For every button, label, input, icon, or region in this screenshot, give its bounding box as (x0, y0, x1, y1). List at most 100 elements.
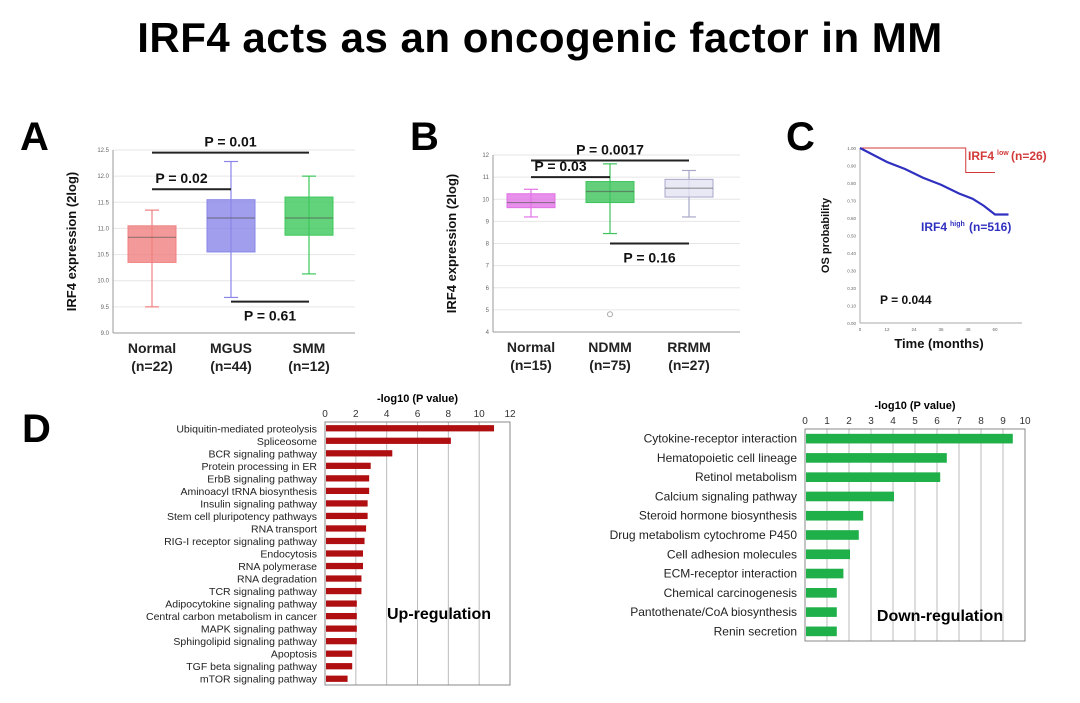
sample-size-label: (n=15) (510, 357, 552, 373)
pathway-label: Sphingolipid signaling pathway (173, 636, 317, 648)
sample-size-label: (n=27) (668, 357, 710, 373)
regulation-label: Up-regulation (387, 606, 491, 623)
pathway-label: Calcium signaling pathway (655, 489, 797, 503)
y-tick-label: 6 (486, 286, 490, 292)
x-axis-label: Time (months) (894, 336, 983, 351)
sample-size-label: (n=75) (589, 357, 631, 373)
outlier-point (607, 311, 613, 318)
plot-frame (804, 428, 1026, 642)
panel-label-a: A (20, 115, 49, 159)
x-axis-label: -log10 (P value) (377, 393, 458, 405)
panel-label-b: B (410, 115, 439, 159)
pathway-label: Cell adhesion molecules (667, 547, 797, 561)
bar (806, 491, 894, 502)
legend-superscript: low (997, 150, 1009, 157)
x-tick-label: 0 (802, 416, 808, 427)
pathway-label: Renin secretion (714, 624, 797, 638)
category-label: NDMM (588, 339, 632, 355)
pathway-label: Ubiquitin-mediated proteolysis (176, 423, 317, 435)
x-tick-label: 10 (1019, 416, 1031, 427)
category-label: SMM (293, 340, 326, 356)
pathway-label: RNA polymerase (238, 561, 317, 573)
x-tick-label: 2 (846, 416, 852, 427)
y-tick-label: 8 (486, 242, 490, 248)
y-tick-label: 9.0 (101, 331, 110, 337)
pathway-label: Pantothenate/CoA biosynthesis (630, 605, 797, 619)
pathway-label: mTOR signaling pathway (200, 674, 318, 686)
bar (326, 512, 368, 520)
bar (326, 587, 362, 595)
x-tick-label: 4 (890, 416, 896, 427)
y-tick-label: 11.0 (98, 226, 110, 232)
bar (326, 537, 365, 545)
box-smm (284, 196, 334, 236)
x-tick-label: 1 (824, 416, 830, 427)
x-tick-label: 8 (446, 409, 452, 420)
y-tick-label: 0.50 (847, 234, 856, 239)
y-tick-label: 0.10 (847, 304, 856, 309)
legend-n: (n=26) (1011, 149, 1047, 163)
y-tick-label: 0.70 (847, 199, 856, 204)
bar (326, 650, 353, 657)
y-tick-label: 12.5 (97, 148, 109, 154)
pathway-label: Spliceosome (257, 436, 317, 448)
pathway-label: ErbB signaling pathway (207, 473, 317, 485)
pathway-label: Chemical carcinogenesis (664, 586, 797, 600)
p-value-label: P = 0.01 (204, 134, 257, 150)
y-tick-label: 0.40 (847, 251, 856, 256)
pathway-label: MAPK signaling pathway (201, 624, 318, 636)
pathway-label: Aminoacyl tRNA biosynthesis (180, 486, 317, 498)
bar (806, 607, 837, 617)
x-tick-label: 3 (868, 416, 874, 427)
pathway-label: Central carbon metabolism in cancer (146, 611, 317, 623)
y-tick-label: 5 (486, 308, 490, 314)
bar (326, 450, 393, 457)
bar (326, 562, 363, 570)
x-tick-label: 7 (956, 416, 962, 427)
bar (326, 600, 357, 607)
sample-size-label: (n=44) (210, 358, 252, 374)
pathway-label: RNA degradation (237, 574, 317, 586)
regulation-label: Down-regulation (877, 608, 1003, 625)
pathway-label: ECM-receptor interaction (664, 567, 797, 581)
x-tick-label: 6 (415, 409, 421, 420)
pathway-label: BCR signaling pathway (208, 448, 317, 460)
pathway-label: TGF beta signaling pathway (186, 661, 317, 673)
x-tick-label: 6 (934, 416, 940, 427)
y-tick-label: 0.00 (847, 321, 856, 326)
bar (326, 675, 348, 682)
y-tick-label: 0.80 (847, 181, 856, 186)
x-axis-label: -log10 (P value) (874, 400, 955, 412)
pathway-label: Protein processing in ER (201, 461, 317, 473)
bar (326, 487, 370, 495)
bar (806, 453, 947, 463)
y-tick-label: 12 (482, 153, 489, 159)
y-axis-label: IRF4 expression (2log) (444, 174, 459, 313)
x-tick-label: 0 (322, 409, 328, 420)
bar (326, 550, 363, 557)
p-value-label: P = 0.61 (244, 308, 297, 324)
bar (326, 462, 371, 469)
y-axis-label: OS probability (820, 197, 832, 273)
y-tick-label: 11.5 (98, 200, 110, 206)
box-normal (127, 225, 177, 263)
p-value-label: P = 0.044 (880, 293, 932, 307)
bar (326, 612, 357, 620)
pathway-label: Insulin signaling pathway (200, 498, 317, 510)
x-tick-label: 60 (992, 327, 998, 332)
bar (326, 663, 353, 670)
y-tick-label: 10.0 (97, 279, 109, 285)
pathway-label: Stem cell pluripotency pathways (167, 511, 317, 523)
box-mgus (206, 199, 256, 253)
x-tick-label: 48 (965, 327, 971, 332)
x-tick-label: 4 (384, 409, 390, 420)
bar (326, 638, 357, 645)
bar (806, 626, 837, 637)
panel-label-d: D (22, 407, 51, 451)
pathway-label: Hematopoietic cell lineage (657, 451, 797, 465)
y-tick-label: 0.90 (847, 164, 856, 169)
y-tick-label: 4 (486, 330, 490, 336)
p-value-label: P = 0.03 (534, 158, 587, 174)
survival-curve-low (860, 147, 995, 173)
legend-name: IRF4 (921, 220, 947, 234)
